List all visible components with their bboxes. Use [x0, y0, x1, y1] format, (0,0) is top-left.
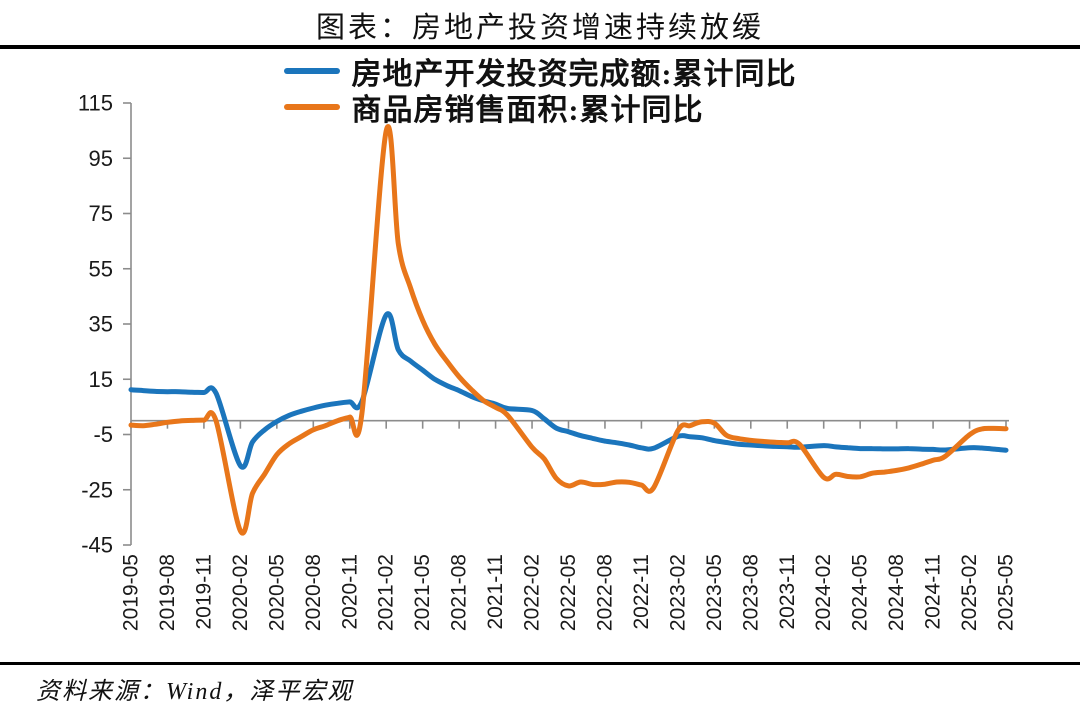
- y-axis-tick-label: 115: [78, 91, 113, 116]
- y-axis-tick-label: 95: [89, 146, 113, 171]
- x-axis-tick-label: 2019-08: [156, 554, 179, 631]
- x-axis-tick-label: 2024-11: [922, 554, 945, 630]
- x-axis-tick-label: 2021-08: [448, 554, 471, 631]
- x-axis-tick-label: 2021-02: [375, 554, 398, 631]
- x-axis-tick-label: 2020-02: [229, 554, 252, 631]
- x-axis-tick-label: 2024-05: [849, 554, 872, 631]
- chart-title: 图表：房地产投资增速持续放缓: [315, 12, 764, 44]
- legend-item-sales-area: 商品房销售面积:累计同比: [283, 89, 704, 127]
- x-axis-tick-label: 2023-11: [776, 554, 799, 630]
- x-axis-tick-label: 2020-08: [302, 554, 325, 631]
- y-axis-tick-label: -5: [93, 422, 113, 447]
- series-line-investment-blue: [128, 311, 1009, 470]
- x-axis-tick-label: 2019-05: [120, 554, 143, 631]
- series-line-sales-area-orange: [128, 124, 1009, 536]
- y-axis-tick-label: 35: [89, 312, 113, 337]
- bottom-divider: [0, 662, 1080, 665]
- y-axis-tick-label: 15: [89, 367, 113, 392]
- x-axis-tick-label: 2022-08: [593, 554, 616, 631]
- legend-label-sales-area: 商品房销售面积:累计同比: [351, 94, 704, 127]
- x-axis-tick-label: 2020-11: [338, 554, 361, 630]
- legend-label-investment: 房地产开发投资完成额:累计同比: [351, 58, 797, 91]
- x-axis-tick-label: 2020-05: [265, 554, 288, 631]
- legend-line-swatch-orange: [283, 104, 340, 110]
- x-axis-tick-label: 2022-02: [521, 554, 544, 631]
- legend-line-swatch-blue: [283, 68, 340, 74]
- x-axis-tick-label: 2023-08: [739, 554, 762, 631]
- x-axis-tick-label: 2023-05: [703, 554, 726, 631]
- legend-item-investment: 房地产开发投资完成额:累计同比: [283, 53, 797, 91]
- legend: 房地产开发投资完成额:累计同比 商品房销售面积:累计同比: [0, 53, 1080, 127]
- x-axis-tick-label: 2022-05: [557, 554, 580, 631]
- x-axis-tick-label: 2023-02: [666, 554, 689, 631]
- x-axis-tick-label: 2024-08: [885, 554, 908, 631]
- x-axis-tick-label: 2021-05: [411, 554, 434, 631]
- x-axis-tick-label: 2025-02: [958, 554, 981, 631]
- legend-inner: 房地产开发投资完成额:累计同比 商品房销售面积:累计同比: [283, 53, 797, 127]
- y-axis-tick-label: -45: [81, 533, 113, 558]
- source-note: 资料来源：Wind，泽平宏观: [36, 679, 354, 705]
- top-divider: [0, 45, 1080, 49]
- x-axis-tick-label: 2024-02: [812, 554, 835, 631]
- x-axis-tick-label: 2022-11: [630, 554, 653, 630]
- y-axis-tick-label: -25: [81, 477, 113, 502]
- x-axis-tick-label: 2025-05: [995, 554, 1018, 631]
- x-axis-tick-label: 2019-11: [192, 554, 215, 630]
- x-axis-tick-label: 2021-11: [484, 554, 507, 630]
- y-axis-tick-label: 55: [89, 256, 113, 281]
- y-axis-tick-label: 75: [89, 201, 113, 226]
